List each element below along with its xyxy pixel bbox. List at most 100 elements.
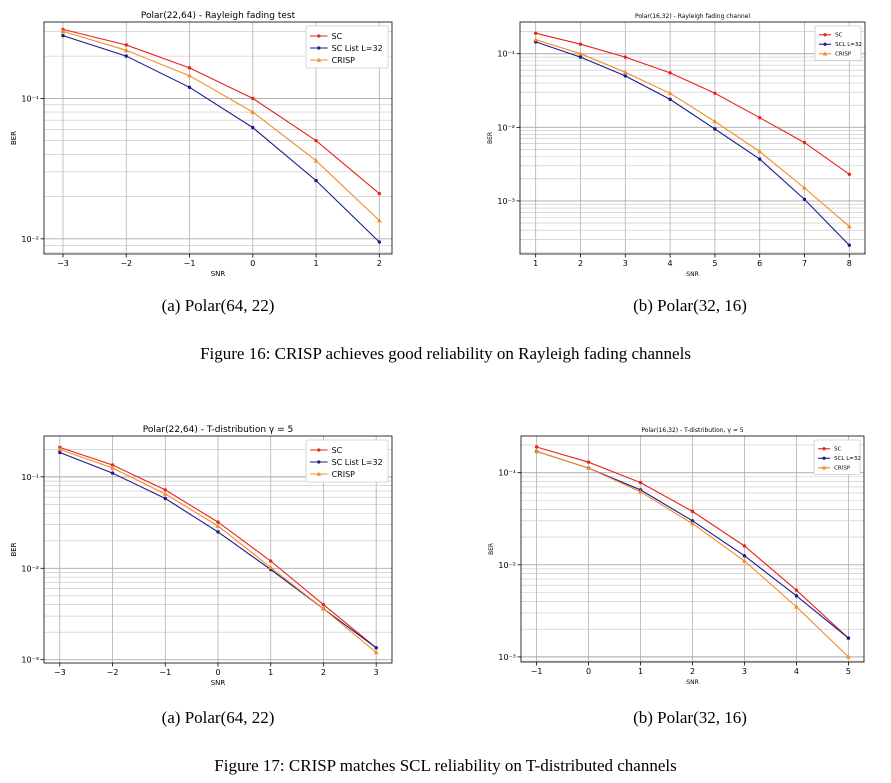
data-point	[586, 460, 591, 464]
series-crisp	[57, 446, 379, 655]
x-tick-label: 5	[846, 667, 851, 676]
y-tick-label: 10⁻²	[497, 123, 515, 132]
series-line	[535, 39, 850, 227]
data-point	[314, 138, 318, 143]
data-point	[794, 604, 799, 609]
series-sc	[533, 31, 852, 177]
data-point	[742, 544, 747, 548]
data-point	[314, 178, 318, 183]
series-line	[62, 35, 380, 243]
legend-entry: CRISP	[332, 470, 356, 479]
data-point	[377, 191, 382, 196]
y-tick-label: 10⁻²	[21, 235, 39, 244]
data-point	[124, 43, 128, 47]
data-point	[622, 69, 628, 75]
data-point	[794, 594, 799, 598]
x-tick-label: −1	[531, 667, 543, 676]
chart-title: Polar(16,32) - T-distribution, γ = 5	[641, 427, 743, 434]
data-point	[216, 520, 220, 524]
y-axis-label: BER	[487, 132, 494, 144]
y-axis-label: BER	[10, 542, 18, 556]
series-crisp	[534, 448, 851, 659]
data-point	[373, 649, 379, 655]
caption-fig17b: (b) Polar(32, 16)	[633, 708, 747, 727]
series-crisp	[533, 37, 852, 229]
data-point	[534, 445, 539, 449]
legend-entry: SC List L=32	[332, 458, 383, 467]
data-point	[533, 37, 539, 42]
x-tick-label: 4	[794, 667, 799, 676]
plot-rayleigh-64-22: −3 −2 −1 0 1 2 10⁻¹ 10⁻² SNR BER Polar(22,64) - Ra…	[10, 11, 393, 278]
x-tick-label: 6	[757, 259, 762, 268]
data-point	[269, 559, 273, 563]
data-point	[802, 197, 807, 202]
grid	[521, 436, 864, 662]
data-point	[667, 90, 673, 96]
data-point	[321, 602, 326, 607]
plot-frame	[43, 21, 393, 255]
data-point	[758, 157, 762, 161]
data-point	[638, 489, 643, 494]
data-point	[668, 97, 672, 102]
data-point	[377, 240, 382, 244]
x-tick-label: 3	[374, 668, 379, 677]
data-point	[742, 558, 747, 563]
legend: SC SC List L=32 CRISP	[305, 439, 389, 483]
data-point	[376, 217, 382, 223]
plot-tdist-64-22: −3 −2 −1 0 1 2 3 10⁻¹ 10⁻² 10⁻³ SNR BER Polar(22,64)…	[10, 425, 393, 687]
data-point	[163, 488, 167, 492]
series-sc-list-l-32	[61, 33, 382, 244]
x-tick-label: −1	[159, 668, 171, 677]
x-tick-label: 0	[586, 667, 591, 676]
plot-tdist-32-16: −1 0 1 2 3 4 5 10⁻¹ 10⁻² 10⁻³ SNR BER Polar(16,32) -…	[488, 427, 865, 686]
legend-entry: SC	[332, 32, 343, 41]
x-tick-label: 1	[314, 259, 319, 268]
y-axis-label: BER	[488, 543, 495, 555]
x-tick-label: 1	[638, 667, 643, 676]
data-point	[321, 606, 326, 611]
data-point	[187, 66, 192, 70]
x-tick-label: 2	[578, 259, 583, 268]
y-tick-label: 10⁻¹	[498, 469, 516, 478]
x-tick-label: −3	[54, 668, 66, 677]
caption-fig17: Figure 17: CRISP matches SCL reliability…	[214, 756, 677, 775]
data-point	[846, 654, 851, 659]
legend: SC SC List L=32 CRISP	[305, 25, 389, 69]
x-tick-label: −1	[184, 259, 196, 268]
chart-title: Polar(22,64) - Rayleigh fading test	[141, 11, 296, 21]
data-point	[802, 140, 807, 145]
x-tick-label: −2	[107, 668, 119, 677]
series-line	[535, 32, 850, 175]
legend-entry: SC	[332, 446, 343, 455]
data-point	[638, 480, 643, 485]
grid	[520, 22, 865, 254]
series-line	[62, 28, 380, 195]
x-axis-label: SNR	[686, 679, 698, 686]
y-tick-label: 10⁻³	[498, 653, 516, 662]
data-point	[847, 243, 852, 247]
series-crisp	[60, 28, 382, 223]
x-tick-label: 0	[250, 259, 255, 268]
data-point	[374, 646, 378, 650]
data-point	[110, 471, 115, 475]
data-point	[216, 530, 220, 534]
data-point	[313, 158, 319, 163]
data-point	[163, 496, 167, 501]
data-point	[578, 51, 583, 56]
x-tick-label: 8	[847, 259, 852, 268]
data-point	[668, 71, 672, 75]
chart-title: Polar(22,64) - T-distribution γ = 5	[143, 425, 293, 435]
x-tick-label: 1	[533, 259, 538, 268]
y-tick-label: 10⁻¹	[21, 473, 39, 482]
series-scl-l-32	[533, 40, 852, 247]
x-tick-label: −3	[57, 259, 69, 268]
data-point	[713, 91, 717, 96]
data-point	[623, 55, 627, 59]
data-point	[534, 448, 539, 454]
data-point	[846, 636, 851, 640]
data-point	[123, 47, 129, 53]
legend-entry: CRISP	[835, 52, 852, 58]
data-point	[742, 554, 747, 558]
data-point	[533, 31, 538, 35]
data-point	[187, 73, 192, 78]
